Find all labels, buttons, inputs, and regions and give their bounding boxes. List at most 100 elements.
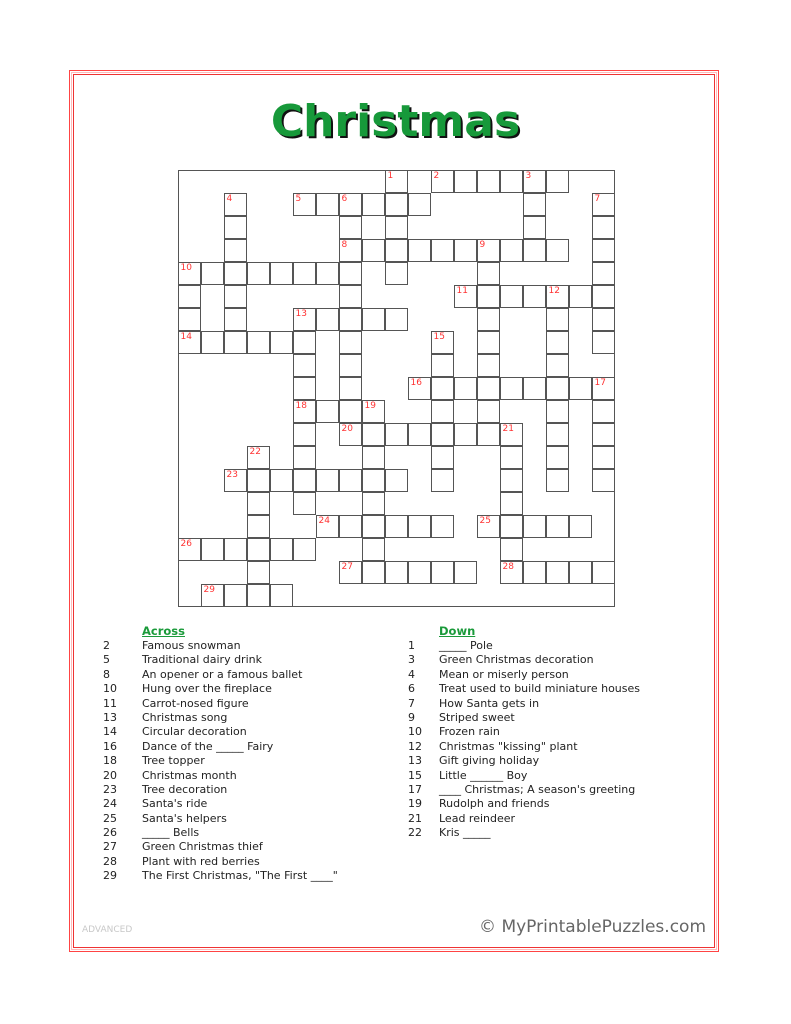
grid-cell[interactable] [545, 514, 569, 538]
grid-cell[interactable] [177, 284, 201, 308]
grid-cell[interactable] [568, 376, 592, 400]
grid-cell[interactable] [591, 238, 615, 262]
grid-cell[interactable]: 8 [338, 238, 362, 262]
grid-cell[interactable] [522, 560, 546, 584]
grid-cell[interactable] [407, 422, 431, 446]
grid-cell[interactable] [430, 376, 454, 400]
grid-cell[interactable]: 28 [499, 560, 523, 584]
grid-cell[interactable] [361, 537, 385, 561]
grid-cell[interactable]: 4 [223, 192, 247, 216]
grid-cell[interactable]: 1 [384, 169, 408, 193]
grid-cell[interactable] [407, 192, 431, 216]
grid-cell[interactable] [361, 445, 385, 469]
grid-cell[interactable] [522, 215, 546, 239]
grid-cell[interactable] [223, 537, 247, 561]
grid-cell[interactable] [545, 238, 569, 262]
grid-cell[interactable] [407, 514, 431, 538]
grid-cell[interactable] [315, 192, 339, 216]
grid-cell[interactable] [591, 284, 615, 308]
grid-cell[interactable] [338, 353, 362, 377]
grid-cell[interactable] [361, 468, 385, 492]
grid-cell[interactable] [246, 514, 270, 538]
grid-cell[interactable] [476, 307, 500, 331]
grid-cell[interactable]: 25 [476, 514, 500, 538]
grid-cell[interactable]: 26 [177, 537, 201, 561]
grid-cell[interactable] [292, 537, 316, 561]
grid-cell[interactable] [223, 307, 247, 331]
grid-cell[interactable] [499, 537, 523, 561]
grid-cell[interactable] [338, 307, 362, 331]
grid-cell[interactable] [315, 399, 339, 423]
grid-cell[interactable] [269, 330, 293, 354]
grid-cell[interactable] [338, 215, 362, 239]
grid-cell[interactable] [384, 514, 408, 538]
grid-cell[interactable] [338, 330, 362, 354]
grid-cell[interactable] [476, 284, 500, 308]
grid-cell[interactable] [522, 238, 546, 262]
grid-cell[interactable] [591, 215, 615, 239]
grid-cell[interactable] [315, 468, 339, 492]
grid-cell[interactable] [568, 514, 592, 538]
grid-cell[interactable] [292, 491, 316, 515]
grid-cell[interactable] [430, 238, 454, 262]
grid-cell[interactable] [476, 422, 500, 446]
grid-cell[interactable] [568, 284, 592, 308]
grid-cell[interactable] [568, 560, 592, 584]
grid-cell[interactable] [591, 422, 615, 446]
grid-cell[interactable] [499, 491, 523, 515]
grid-cell[interactable]: 14 [177, 330, 201, 354]
grid-cell[interactable]: 3 [522, 169, 546, 193]
grid-cell[interactable]: 18 [292, 399, 316, 423]
grid-cell[interactable] [361, 192, 385, 216]
grid-cell[interactable] [545, 422, 569, 446]
grid-cell[interactable] [338, 468, 362, 492]
grid-cell[interactable]: 9 [476, 238, 500, 262]
grid-cell[interactable] [591, 330, 615, 354]
grid-cell[interactable]: 17 [591, 376, 615, 400]
grid-cell[interactable] [545, 468, 569, 492]
grid-cell[interactable] [223, 284, 247, 308]
grid-cell[interactable] [476, 330, 500, 354]
grid-cell[interactable] [545, 169, 569, 193]
grid-cell[interactable] [591, 261, 615, 285]
grid-cell[interactable] [338, 376, 362, 400]
grid-cell[interactable] [430, 468, 454, 492]
grid-cell[interactable] [338, 261, 362, 285]
grid-cell[interactable] [246, 537, 270, 561]
grid-cell[interactable] [522, 514, 546, 538]
grid-cell[interactable] [384, 192, 408, 216]
grid-cell[interactable] [545, 376, 569, 400]
grid-cell[interactable] [476, 399, 500, 423]
grid-cell[interactable] [430, 422, 454, 446]
grid-cell[interactable] [361, 422, 385, 446]
grid-cell[interactable]: 7 [591, 192, 615, 216]
grid-cell[interactable]: 27 [338, 560, 362, 584]
grid-cell[interactable] [200, 330, 224, 354]
grid-cell[interactable] [384, 238, 408, 262]
grid-cell[interactable]: 19 [361, 399, 385, 423]
grid-cell[interactable] [522, 192, 546, 216]
grid-cell[interactable]: 29 [200, 583, 224, 607]
grid-cell[interactable] [476, 376, 500, 400]
grid-cell[interactable] [338, 514, 362, 538]
grid-cell[interactable]: 11 [453, 284, 477, 308]
grid-cell[interactable] [499, 376, 523, 400]
grid-cell[interactable] [499, 514, 523, 538]
grid-cell[interactable] [292, 330, 316, 354]
grid-cell[interactable] [430, 353, 454, 377]
grid-cell[interactable] [269, 261, 293, 285]
grid-cell[interactable]: 22 [246, 445, 270, 469]
grid-cell[interactable]: 15 [430, 330, 454, 354]
grid-cell[interactable] [384, 560, 408, 584]
grid-cell[interactable] [499, 445, 523, 469]
grid-cell[interactable] [223, 330, 247, 354]
grid-cell[interactable] [591, 468, 615, 492]
grid-cell[interactable] [499, 238, 523, 262]
grid-cell[interactable] [453, 560, 477, 584]
grid-cell[interactable] [430, 445, 454, 469]
grid-cell[interactable]: 2 [430, 169, 454, 193]
grid-cell[interactable] [591, 445, 615, 469]
grid-cell[interactable] [453, 422, 477, 446]
grid-cell[interactable] [430, 399, 454, 423]
grid-cell[interactable] [200, 261, 224, 285]
